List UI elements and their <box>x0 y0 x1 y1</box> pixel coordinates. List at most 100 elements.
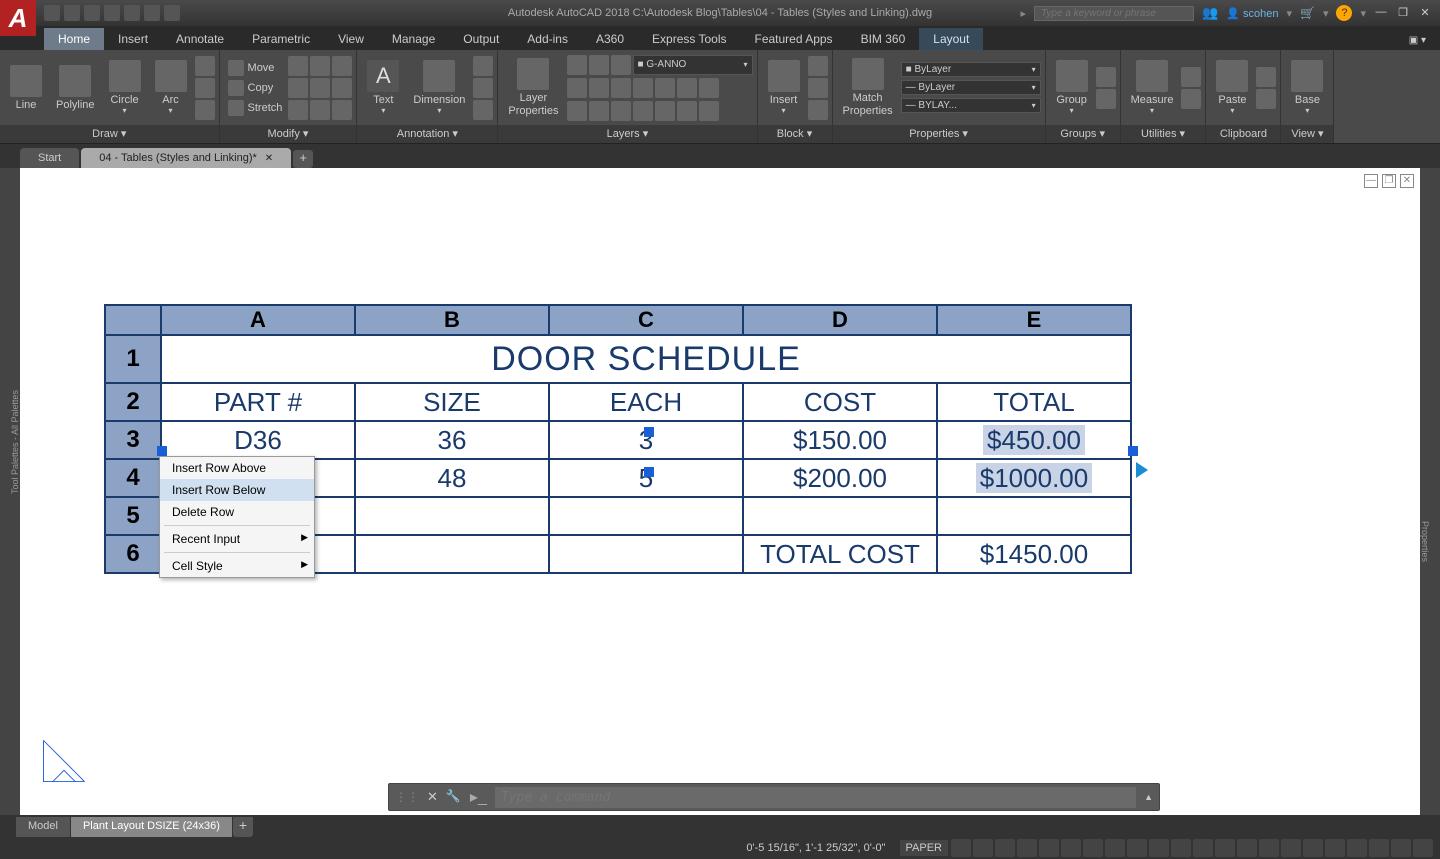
group-button[interactable]: Group▾ <box>1050 58 1094 117</box>
panel-utilities-title[interactable]: Utilities ▾ <box>1121 125 1206 143</box>
paste-button[interactable]: Paste▾ <box>1210 58 1254 117</box>
layer-s9[interactable] <box>677 78 697 98</box>
linetype-combo[interactable]: — BYLAY...▾ <box>901 98 1041 113</box>
tab-annotate[interactable]: Annotate <box>162 28 238 50</box>
status-annovisibility-icon[interactable] <box>1193 839 1213 857</box>
grip-extend-icon[interactable] <box>1136 462 1148 478</box>
tab-a360[interactable]: A360 <box>582 28 638 50</box>
cmdline-history-icon[interactable]: ▲ <box>1144 792 1153 802</box>
panel-modify-title[interactable]: Modify ▾ <box>220 125 357 143</box>
status-transparency-icon[interactable] <box>1127 839 1147 857</box>
tab-addins[interactable]: Add-ins <box>513 28 582 50</box>
viewport-maximize-icon[interactable]: ❐ <box>1382 174 1396 188</box>
modify-s7[interactable] <box>332 56 352 76</box>
tab-bim360[interactable]: BIM 360 <box>847 28 920 50</box>
exchange-icon[interactable]: 🛒 <box>1300 6 1315 20</box>
cell-e4[interactable]: $1000.00 <box>937 459 1131 497</box>
layer-properties-button[interactable]: LayerProperties <box>502 56 564 118</box>
draw-small-1[interactable] <box>195 56 215 76</box>
layer-s17[interactable] <box>699 101 719 121</box>
status-clean-icon[interactable] <box>1391 839 1411 857</box>
cmdline-customize-icon[interactable]: 🔧 <box>446 789 462 805</box>
dimension-button[interactable]: Dimension▾ <box>407 58 471 117</box>
grip-col-top[interactable] <box>644 427 654 437</box>
row-header-5[interactable]: 5 <box>105 497 161 535</box>
ctx-cell-style[interactable]: Cell Style▶ <box>160 555 314 577</box>
status-ortho-icon[interactable] <box>995 839 1015 857</box>
cell-header-each[interactable]: EACH <box>549 383 743 421</box>
stretch-button[interactable]: Stretch <box>224 99 287 117</box>
arc-button[interactable]: Arc▾ <box>149 58 193 117</box>
layer-s4[interactable] <box>567 78 587 98</box>
line-button[interactable]: Line <box>4 63 48 113</box>
file-tab-start[interactable]: Start <box>20 148 79 168</box>
polyline-button[interactable]: Polyline <box>50 63 101 113</box>
restore-button[interactable]: ❐ <box>1396 6 1410 20</box>
layer-s13[interactable] <box>611 101 631 121</box>
cmdline-close-icon[interactable]: ✕ <box>427 789 438 805</box>
app-logo[interactable]: A <box>0 0 36 36</box>
col-header-a[interactable]: A <box>161 305 355 335</box>
ribbon-expand-icon[interactable]: ▣ ▾ <box>1395 31 1440 50</box>
col-header-d[interactable]: D <box>743 305 937 335</box>
cell-d5[interactable] <box>743 497 937 535</box>
match-properties-button[interactable]: MatchProperties <box>837 56 899 118</box>
qat-plot-icon[interactable] <box>124 5 140 21</box>
tab-view[interactable]: View <box>324 28 378 50</box>
file-tab-current[interactable]: 04 - Tables (Styles and Linking)*✕ <box>81 148 291 168</box>
anno-s1[interactable] <box>473 56 493 76</box>
draw-small-3[interactable] <box>195 100 215 120</box>
qat-new-icon[interactable] <box>44 5 60 21</box>
status-snap-icon[interactable] <box>973 839 993 857</box>
modify-s6[interactable] <box>310 100 330 120</box>
status-units-icon[interactable] <box>1281 839 1301 857</box>
cell-b3[interactable]: 36 <box>355 421 549 459</box>
status-isolate-icon[interactable] <box>1347 839 1367 857</box>
block-s3[interactable] <box>808 100 828 120</box>
col-header-b[interactable]: B <box>355 305 549 335</box>
minimize-button[interactable]: — <box>1374 6 1388 20</box>
layer-s16[interactable] <box>677 101 697 121</box>
layer-combo[interactable]: ■ G-ANNO▾ <box>633 55 753 75</box>
properties-panel[interactable]: Properties <box>1420 168 1440 815</box>
status-annomon-icon[interactable] <box>1259 839 1279 857</box>
cell-c5[interactable] <box>549 497 743 535</box>
layer-s1[interactable] <box>567 55 587 75</box>
status-hardware-icon[interactable] <box>1369 839 1389 857</box>
row-header-4[interactable]: 4 <box>105 459 161 497</box>
modify-s9[interactable] <box>332 100 352 120</box>
cell-c4[interactable]: 5 <box>549 459 743 497</box>
anno-s3[interactable] <box>473 100 493 120</box>
lineweight-combo[interactable]: — ByLayer▾ <box>901 80 1041 95</box>
panel-annotation-title[interactable]: Annotation ▾ <box>357 125 497 143</box>
ctx-insert-row-above[interactable]: Insert Row Above <box>160 457 314 479</box>
grip-row-left[interactable] <box>157 446 167 456</box>
layout-tab-current[interactable]: Plant Layout DSIZE (24x36) <box>71 817 232 839</box>
ctx-insert-row-below[interactable]: Insert Row Below <box>160 479 314 501</box>
qat-redo-icon[interactable] <box>164 5 180 21</box>
cell-d6[interactable]: TOTAL COST <box>743 535 937 573</box>
row-header-3[interactable]: 3 <box>105 421 161 459</box>
copy-button[interactable]: Copy <box>224 79 287 97</box>
circle-button[interactable]: Circle▾ <box>103 58 147 117</box>
group-s1[interactable] <box>1096 67 1116 87</box>
table-title[interactable]: DOOR SCHEDULE <box>161 335 1131 383</box>
modify-s3[interactable] <box>288 100 308 120</box>
color-combo[interactable]: ■ ByLayer▾ <box>901 62 1041 77</box>
panel-block-title[interactable]: Block ▾ <box>758 125 832 143</box>
close-button[interactable]: ✕ <box>1418 6 1432 20</box>
status-customize-icon[interactable] <box>1413 839 1433 857</box>
base-button[interactable]: Base▾ <box>1285 58 1329 117</box>
measure-button[interactable]: Measure▾ <box>1125 58 1180 117</box>
tab-close-icon[interactable]: ✕ <box>265 153 273 164</box>
cell-header-cost[interactable]: COST <box>743 383 937 421</box>
qat-save-icon[interactable] <box>84 5 100 21</box>
tab-featured[interactable]: Featured Apps <box>741 28 847 50</box>
anno-s2[interactable] <box>473 78 493 98</box>
cell-header-size[interactable]: SIZE <box>355 383 549 421</box>
block-s2[interactable] <box>808 78 828 98</box>
command-input[interactable] <box>495 787 1136 808</box>
cell-b6[interactable] <box>355 535 549 573</box>
qat-saveas-icon[interactable] <box>104 5 120 21</box>
status-space[interactable]: PAPER <box>900 840 948 856</box>
